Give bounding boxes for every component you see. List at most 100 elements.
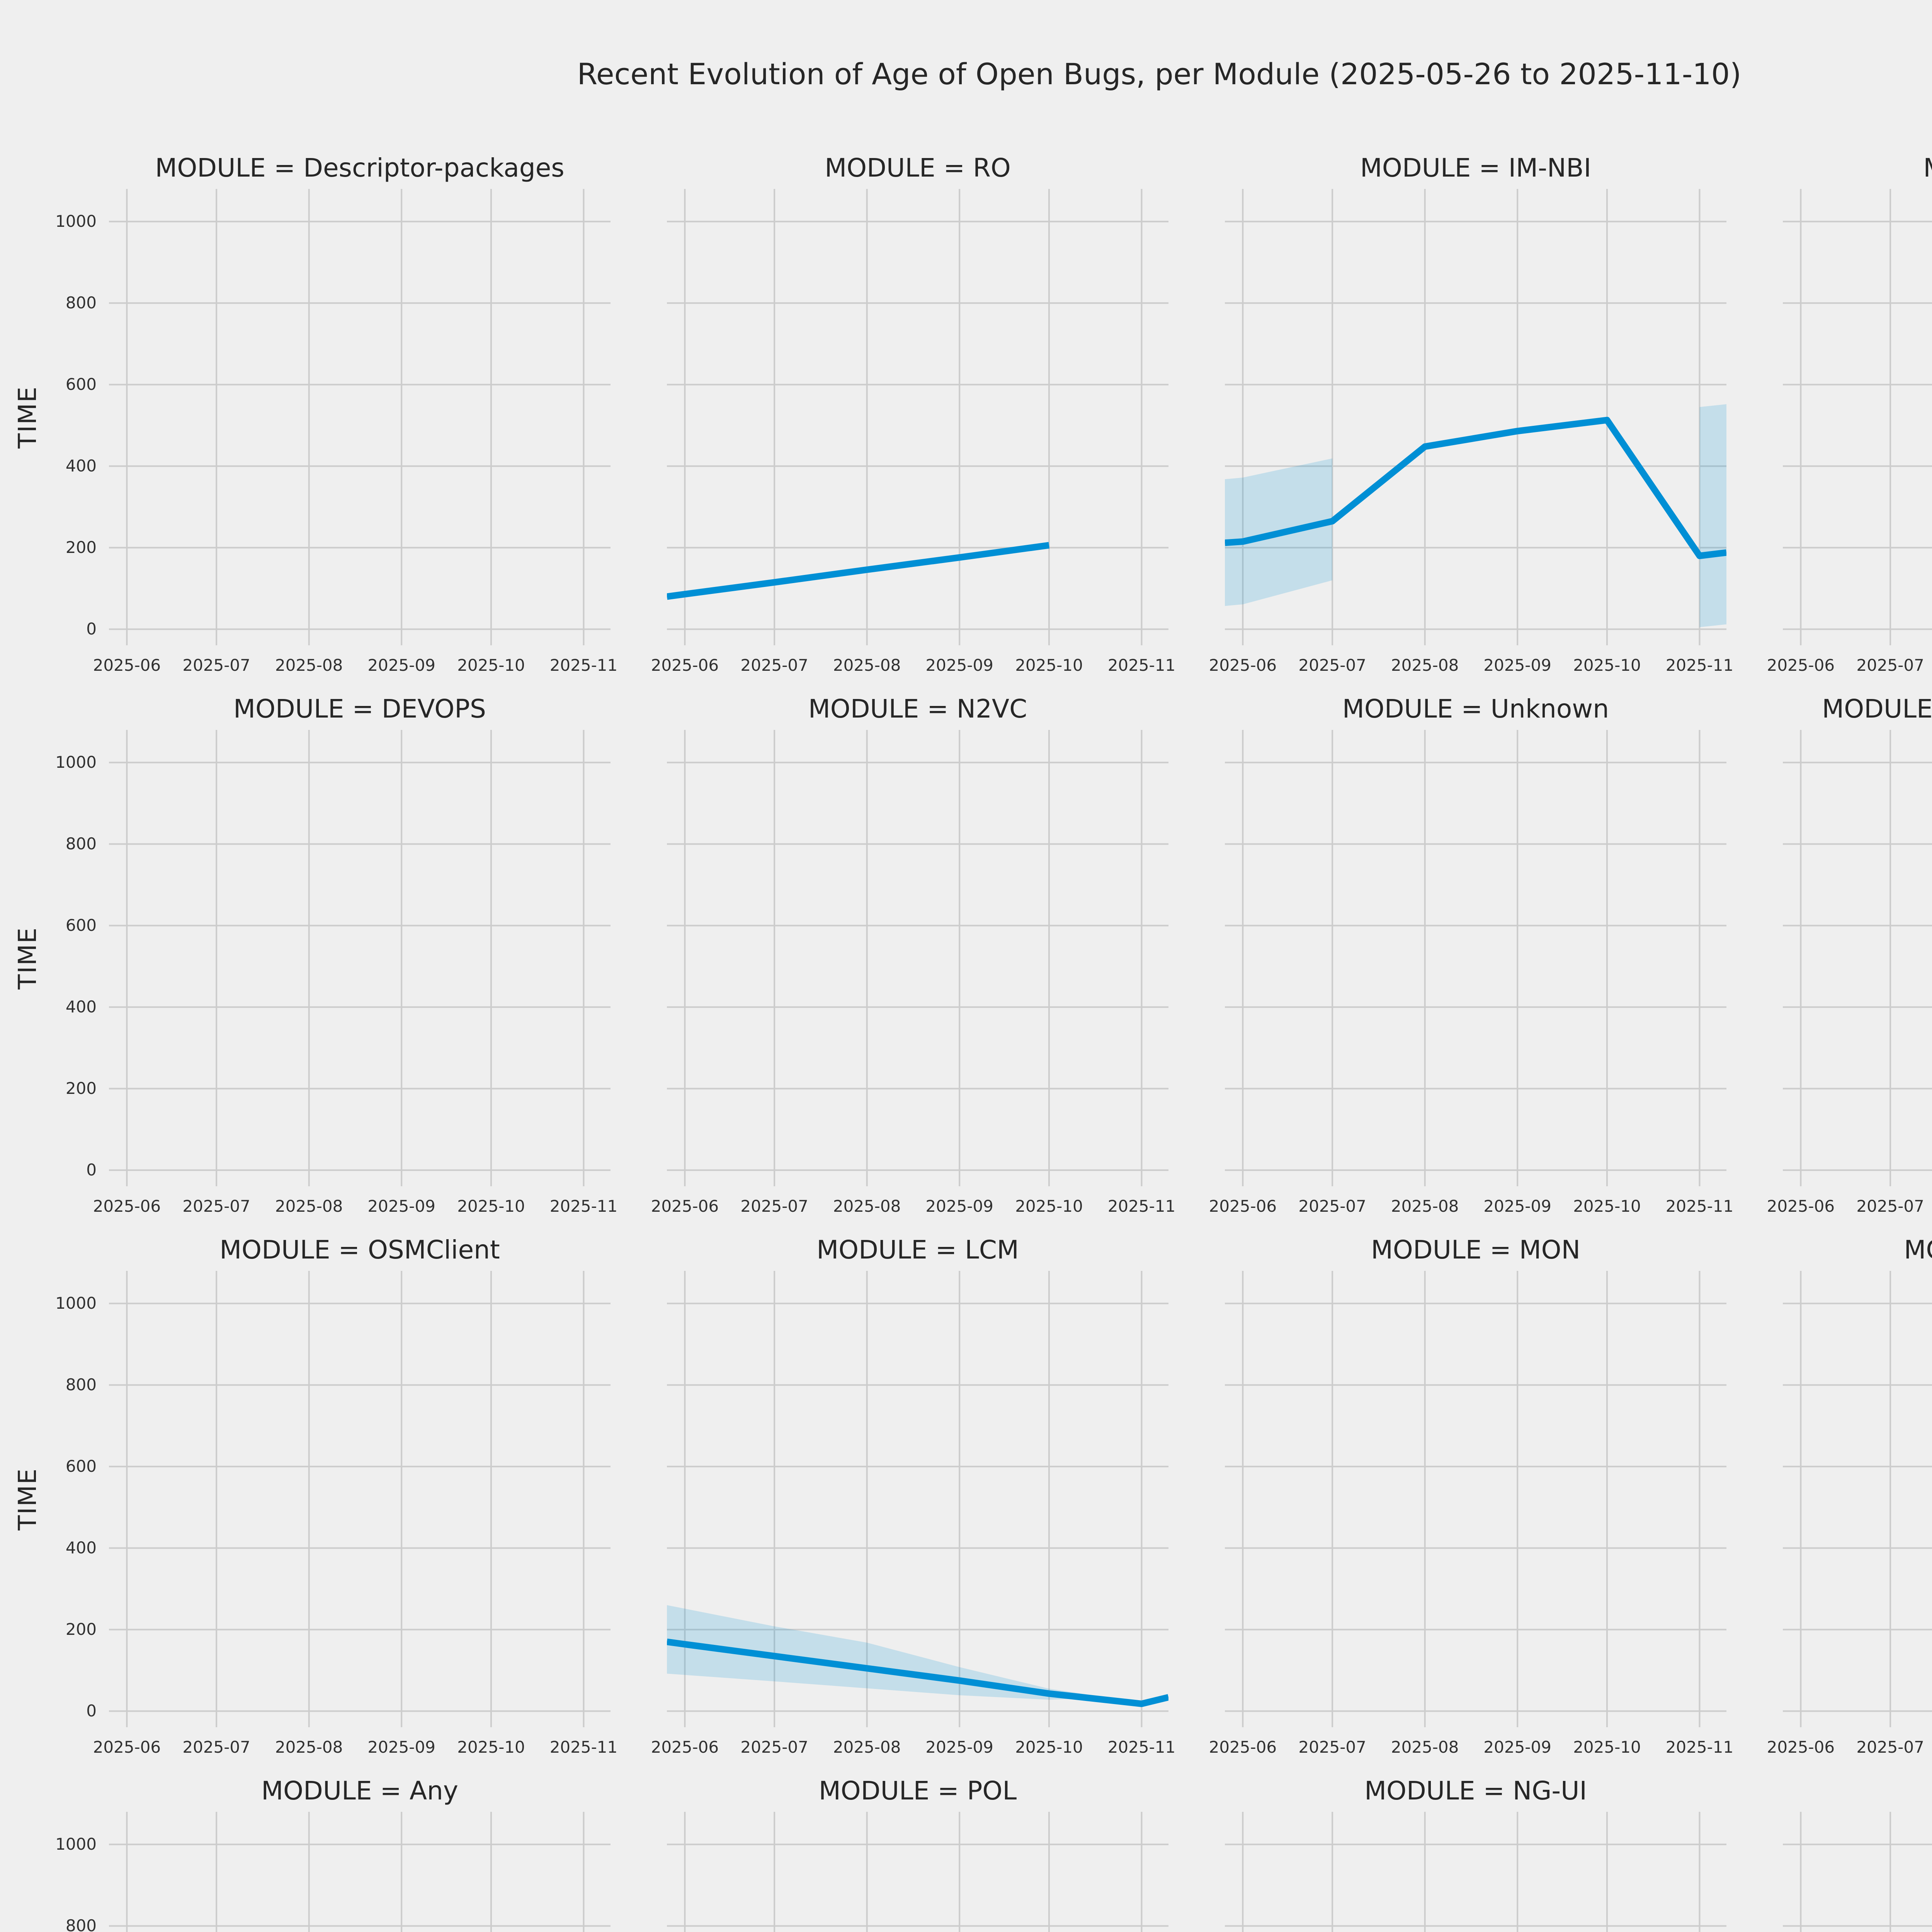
confidence-band	[1699, 404, 1726, 628]
facet-plot	[1783, 1812, 1932, 1932]
facet-plot	[109, 1812, 611, 1932]
series-line	[667, 1638, 1168, 1707]
facet-cell: MODULE = Unknown 2025-06 2025-07 2025-08 20…	[1209, 694, 1734, 1216]
x-tick-label: 2025-06	[651, 1197, 719, 1216]
y-tick-label: 200	[65, 1079, 97, 1098]
x-tick-label: 2025-06	[93, 1197, 161, 1216]
x-tick-label: 2025-09	[1483, 1197, 1551, 1216]
facet-title: MODULE = OSMClient	[219, 1235, 500, 1265]
x-tick-label: 2025-11	[1107, 656, 1176, 675]
facet-plot	[1225, 1271, 1726, 1727]
x-tick-label: 2025-08	[275, 1738, 343, 1757]
facet-title: MODULE = NG-UI	[1364, 1776, 1587, 1806]
series-line	[667, 542, 1050, 600]
facet-cell: MODULE = DEVOPS 2025-06 2025-07 2025-08 202…	[14, 694, 617, 1216]
facet-title: MODULE = N2VC	[808, 694, 1027, 724]
confidence-band	[667, 1605, 1109, 1700]
y-tick-label: 400	[65, 1538, 97, 1558]
x-tick-label: 2025-11	[549, 1738, 618, 1757]
y-tick-label: 400	[65, 997, 97, 1017]
facet-title: MODULE = Descriptor-packages	[155, 153, 565, 183]
y-tick-label: 800	[65, 834, 97, 854]
figure-title: Recent Evolution of Age of Open Bugs, pe…	[577, 57, 1742, 91]
y-axis-label-text: TIME	[14, 1468, 42, 1531]
facet-title: MODULE = Any	[261, 1776, 458, 1806]
facet-cell: MODULE = POL 2025-062025-072025-082025-0…	[667, 1776, 1168, 1932]
y-tick-label: 600	[65, 916, 97, 935]
x-tick-label: 2025-08	[833, 1738, 901, 1757]
y-tick-label: 200	[65, 1620, 97, 1639]
facet-plot	[1225, 189, 1726, 645]
x-tick-label: 2025-06	[1209, 656, 1277, 675]
x-tick-label: 2025-08	[1917, 1194, 1932, 1218]
facet-title: MODULE = Unknown	[1342, 694, 1609, 724]
x-tick-label: 2025-08	[275, 1197, 343, 1216]
y-tick-label: 0	[86, 1160, 97, 1180]
x-tick-label: 2025-10	[457, 656, 525, 675]
x-tick-label: 2025-07	[740, 1738, 808, 1757]
facet-title: MODULE = IM-NBI	[1360, 153, 1592, 183]
x-tick-label: 2025-09	[1483, 656, 1551, 675]
x-tick-label: 2025-10	[1015, 656, 1083, 675]
x-tick-label: 2025-07	[182, 1738, 250, 1757]
facet-plot	[1783, 730, 1932, 1186]
x-tick-label: 2025-09	[925, 1197, 993, 1216]
y-tick-label: 1000	[55, 1294, 97, 1313]
facet-plot	[109, 730, 611, 1186]
facet-title: MODULE = Other	[1760, 153, 1932, 184]
facet-title: MODULE = common	[1904, 1235, 1932, 1265]
x-tick-label: 2025-10	[1573, 1738, 1641, 1757]
x-tick-label: 2025-07	[740, 1197, 808, 1216]
x-tick-label: 2025-08	[833, 1197, 901, 1216]
x-tick-label: 2025-09	[925, 656, 993, 675]
x-tick-label: 2025-11	[549, 1197, 618, 1216]
x-tick-label: 2025-07	[1298, 1738, 1366, 1757]
x-tick-label: 2025-07	[182, 656, 250, 675]
x-tick-label: 2025-06	[651, 656, 719, 675]
facet-cell: MODULE = common 2025-062025-072025-08202…	[1767, 1235, 1932, 1757]
y-tick-label: 0	[86, 619, 97, 639]
facet-plot	[667, 1812, 1168, 1932]
facet-cell: MODULE = Documentation / Wiki 2025-06 202…	[1767, 694, 1932, 1216]
y-axis-label: TIME	[12, 900, 43, 1016]
x-tick-label: 2025-06	[1767, 1738, 1835, 1757]
y-tick-label: 600	[65, 375, 97, 394]
facet-plot	[1225, 730, 1726, 1186]
x-tick-label: 2025-07	[1856, 1738, 1924, 1757]
x-tick-label: 2025-07	[1298, 1197, 1366, 1216]
y-tick-label: 0	[86, 1701, 97, 1721]
y-tick-label: 1000	[55, 1835, 97, 1854]
facet-plot	[667, 730, 1168, 1186]
facet-plot	[667, 1271, 1168, 1727]
y-tick-label: 200	[65, 538, 97, 557]
x-tick-label: 2025-10	[1573, 656, 1641, 675]
y-axis-label-text: TIME	[14, 927, 42, 990]
x-tick-label: 2025-08	[833, 656, 901, 675]
x-tick-label: 2025-11	[549, 656, 618, 675]
x-tick-label: 2025-06	[651, 1738, 719, 1757]
facet-cell: MODULE = IM-NBI 2025-06 2025-07 2025-08 202…	[1209, 153, 1734, 675]
y-tick-label: 600	[65, 1457, 97, 1476]
facet-plot	[1783, 1271, 1932, 1727]
x-tick-label: 2025-07	[1298, 656, 1366, 675]
x-tick-label: 2025-11	[1665, 1197, 1734, 1216]
facet-title: MODULE = PLA	[1760, 1776, 1932, 1806]
x-tick-label: 2025-06	[1767, 656, 1835, 675]
facet-plot	[667, 189, 1168, 645]
y-axis-label: TIME	[12, 359, 43, 475]
x-tick-label: 2025-09	[1483, 1738, 1551, 1757]
x-tick-label: 2025-10	[1573, 1197, 1641, 1216]
x-tick-label: 2025-10	[457, 1197, 525, 1216]
x-tick-label: 2025-09	[925, 1738, 993, 1757]
x-tick-label: 2025-09	[367, 1738, 435, 1757]
facet-cell: MODULE = Any 2025-062025-072025-082025-0…	[55, 1776, 611, 1932]
x-tick-label: 2025-06	[1209, 1738, 1277, 1757]
x-tick-label: 2025-06	[93, 656, 161, 675]
x-tick-label: 2025-08	[1391, 656, 1459, 675]
facet-cell: MODULE = LCM 2025-06 2025-07 2025-08 2025-0…	[651, 1235, 1176, 1757]
x-tick-label: 2025-10	[1015, 1738, 1083, 1757]
facet-title: MODULE = RO	[825, 153, 1011, 183]
x-tick-label: 2025-11	[1107, 1738, 1176, 1757]
facet-cell: MODULE = NG-UI 2025-062025-072025-082025…	[1225, 1776, 1726, 1932]
